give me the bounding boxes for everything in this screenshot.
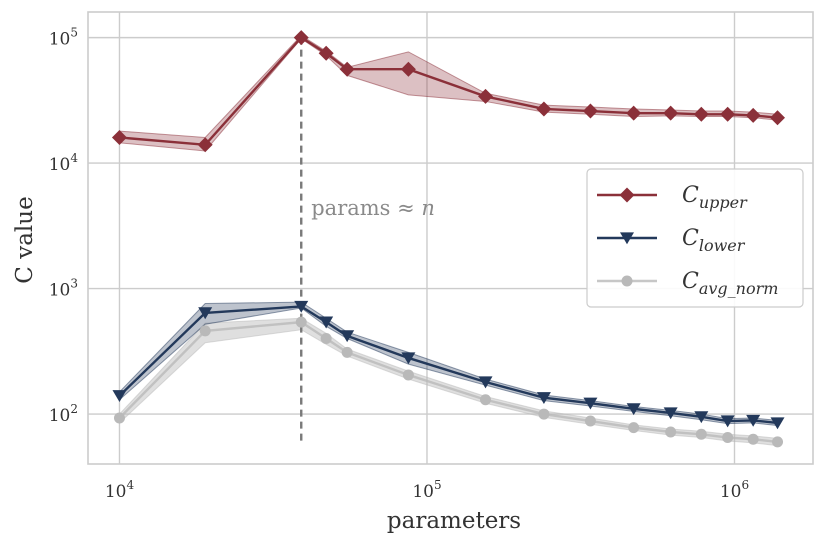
gridlines	[88, 12, 813, 464]
diamond-marker	[770, 110, 786, 126]
legend-entry-avg_norm: Cavg_norm	[597, 269, 778, 298]
y-tick-label: 104	[49, 151, 79, 175]
circle-marker	[665, 426, 677, 438]
legend-label: Cupper	[682, 183, 748, 212]
circle-marker	[199, 325, 211, 337]
annotation-text: params ≈ n	[311, 196, 435, 220]
circle-marker	[295, 316, 307, 328]
circle-marker	[113, 412, 125, 424]
triangle-marker	[478, 376, 493, 389]
series-lines	[111, 30, 786, 448]
triangle-marker	[694, 411, 709, 424]
triangle-marker	[401, 352, 416, 365]
triangle-marker	[770, 417, 785, 430]
x-tick-labels: 104 105 106	[105, 478, 749, 502]
y-tick-label: 103	[49, 277, 78, 301]
diamond-marker	[318, 45, 334, 61]
circle-marker	[695, 428, 707, 440]
triangle-marker	[536, 392, 551, 405]
legend-label: Cavg_norm	[682, 269, 778, 298]
series-avg_norm	[113, 316, 784, 448]
triangle-marker	[340, 330, 355, 343]
circle-marker	[320, 333, 332, 345]
annotation: params ≈ n	[300, 37, 435, 442]
y-axis-label: C value	[12, 196, 38, 283]
triangle-marker	[746, 414, 761, 427]
x-axis-label: parameters	[387, 508, 521, 534]
circle-marker	[747, 433, 759, 445]
x-tick-label: 104	[105, 478, 135, 502]
x-tick-label: 105	[412, 478, 441, 502]
diamond-marker	[663, 105, 679, 121]
x-tick-label: 106	[720, 478, 749, 502]
circle-marker	[722, 432, 734, 444]
triangle-marker	[663, 407, 678, 420]
diamond-marker	[400, 61, 416, 77]
legend-label: Clower	[682, 226, 746, 255]
triangle-marker	[626, 403, 641, 416]
legend-entry-lower: Clower	[597, 226, 746, 255]
diamond-marker	[693, 106, 709, 122]
diamond-marker	[582, 103, 598, 119]
triangle-marker	[720, 415, 735, 428]
diamond-marker	[536, 101, 552, 117]
triangle-marker	[620, 232, 634, 245]
diamond-marker	[478, 88, 494, 104]
circle-marker	[402, 369, 414, 381]
circle-marker	[621, 275, 633, 287]
legend: Cupper Clower Cavg_norm	[586, 168, 804, 308]
legend-box	[586, 168, 804, 308]
triangle-marker	[319, 316, 334, 329]
diamond-marker	[111, 129, 127, 145]
y-tick-label: 105	[49, 26, 78, 50]
series-upper	[111, 30, 786, 153]
diamond-marker	[293, 30, 309, 46]
triangle-marker	[294, 300, 309, 313]
diamond-marker	[197, 137, 213, 153]
legend-entry-upper: Cupper	[597, 183, 748, 212]
circle-marker	[584, 415, 596, 427]
diamond-marker	[745, 107, 761, 123]
diamond-marker	[339, 61, 355, 77]
diamond-marker	[720, 106, 736, 122]
triangle-marker	[583, 397, 598, 410]
y-tick-labels: 102 103 104 105	[49, 26, 79, 426]
circle-marker	[772, 436, 784, 448]
circle-marker	[341, 346, 353, 358]
diamond-marker	[626, 105, 642, 121]
circle-marker	[538, 408, 550, 420]
triangle-marker	[198, 307, 213, 320]
y-tick-label: 102	[49, 402, 78, 426]
circle-marker	[480, 394, 492, 406]
circle-marker	[628, 422, 640, 434]
diamond-marker	[619, 187, 635, 203]
triangle-marker	[112, 390, 127, 403]
series-lower	[112, 300, 785, 430]
